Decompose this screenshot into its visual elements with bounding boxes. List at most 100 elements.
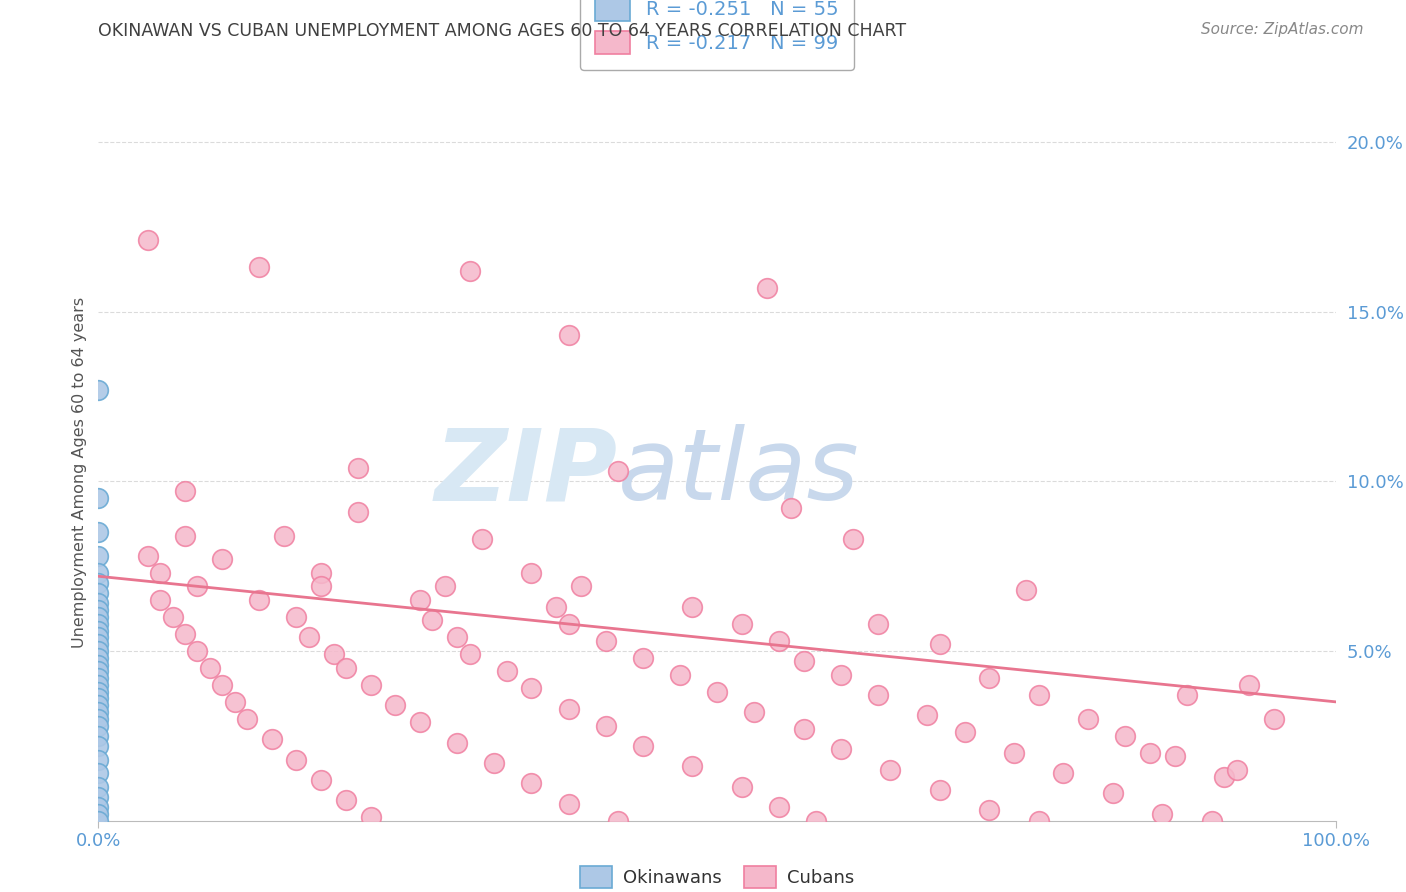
Point <box>830 667 852 681</box>
Point <box>87 800 110 814</box>
Point <box>631 739 654 753</box>
Point <box>546 599 568 614</box>
Point <box>1102 787 1125 801</box>
Point <box>87 650 110 665</box>
Point <box>458 648 481 662</box>
Point <box>87 671 110 685</box>
Point <box>87 576 110 591</box>
Point <box>87 624 110 638</box>
Point <box>917 708 939 723</box>
Point <box>793 654 815 668</box>
Point <box>87 525 110 540</box>
Point <box>953 725 976 739</box>
Point <box>830 742 852 756</box>
Point <box>471 532 494 546</box>
Point <box>360 810 382 824</box>
Point <box>149 566 172 580</box>
Point <box>979 804 1001 818</box>
Point <box>335 661 357 675</box>
Point <box>87 753 110 767</box>
Point <box>211 552 233 566</box>
Legend: Okinawans, Cubans: Okinawans, Cubans <box>572 859 862 892</box>
Point <box>1226 763 1249 777</box>
Point <box>87 678 110 692</box>
Point <box>731 616 754 631</box>
Point <box>87 814 110 828</box>
Point <box>224 695 246 709</box>
Point <box>87 766 110 780</box>
Y-axis label: Unemployment Among Ages 60 to 64 years: Unemployment Among Ages 60 to 64 years <box>72 297 87 648</box>
Point <box>87 657 110 672</box>
Point <box>322 648 344 662</box>
Point <box>1028 688 1050 702</box>
Point <box>309 772 332 787</box>
Point <box>247 593 270 607</box>
Point <box>174 528 197 542</box>
Point <box>174 627 197 641</box>
Point <box>87 665 110 679</box>
Point <box>136 549 159 563</box>
Point <box>384 698 406 713</box>
Point <box>458 264 481 278</box>
Point <box>87 789 110 804</box>
Point <box>768 633 790 648</box>
Point <box>1077 712 1099 726</box>
Point <box>247 260 270 275</box>
Point <box>631 650 654 665</box>
Point <box>1139 746 1161 760</box>
Point <box>1052 766 1074 780</box>
Text: ZIP: ZIP <box>434 425 619 521</box>
Point <box>780 501 803 516</box>
Point <box>607 464 630 478</box>
Point <box>236 712 259 726</box>
Point <box>569 579 592 593</box>
Point <box>87 691 110 706</box>
Point <box>1152 806 1174 821</box>
Point <box>87 684 110 698</box>
Point <box>309 579 332 593</box>
Point <box>681 599 703 614</box>
Point <box>1164 749 1187 764</box>
Point <box>87 780 110 794</box>
Point <box>298 631 321 645</box>
Point <box>87 705 110 719</box>
Point <box>928 783 950 797</box>
Point <box>87 491 110 506</box>
Point <box>186 644 208 658</box>
Point <box>446 631 468 645</box>
Point <box>87 616 110 631</box>
Point <box>1201 814 1223 828</box>
Point <box>793 722 815 736</box>
Point <box>136 233 159 247</box>
Point <box>87 383 110 397</box>
Point <box>409 593 432 607</box>
Point <box>557 328 579 343</box>
Point <box>433 579 456 593</box>
Point <box>347 460 370 475</box>
Text: Source: ZipAtlas.com: Source: ZipAtlas.com <box>1201 22 1364 37</box>
Point <box>1175 688 1198 702</box>
Point <box>1114 729 1136 743</box>
Point <box>866 616 889 631</box>
Text: atlas: atlas <box>619 425 859 521</box>
Point <box>446 735 468 749</box>
Point <box>87 637 110 651</box>
Point <box>1263 712 1285 726</box>
Point <box>1028 814 1050 828</box>
Point <box>273 528 295 542</box>
Point <box>211 678 233 692</box>
Point <box>422 614 444 628</box>
Point <box>557 616 579 631</box>
Point <box>174 484 197 499</box>
Point <box>1237 678 1260 692</box>
Point <box>87 631 110 645</box>
Point <box>979 671 1001 685</box>
Point <box>842 532 865 546</box>
Text: OKINAWAN VS CUBAN UNEMPLOYMENT AMONG AGES 60 TO 64 YEARS CORRELATION CHART: OKINAWAN VS CUBAN UNEMPLOYMENT AMONG AGE… <box>98 22 907 40</box>
Point <box>755 281 778 295</box>
Point <box>706 684 728 698</box>
Point <box>87 603 110 617</box>
Point <box>186 579 208 593</box>
Point <box>87 739 110 753</box>
Point <box>1015 582 1038 597</box>
